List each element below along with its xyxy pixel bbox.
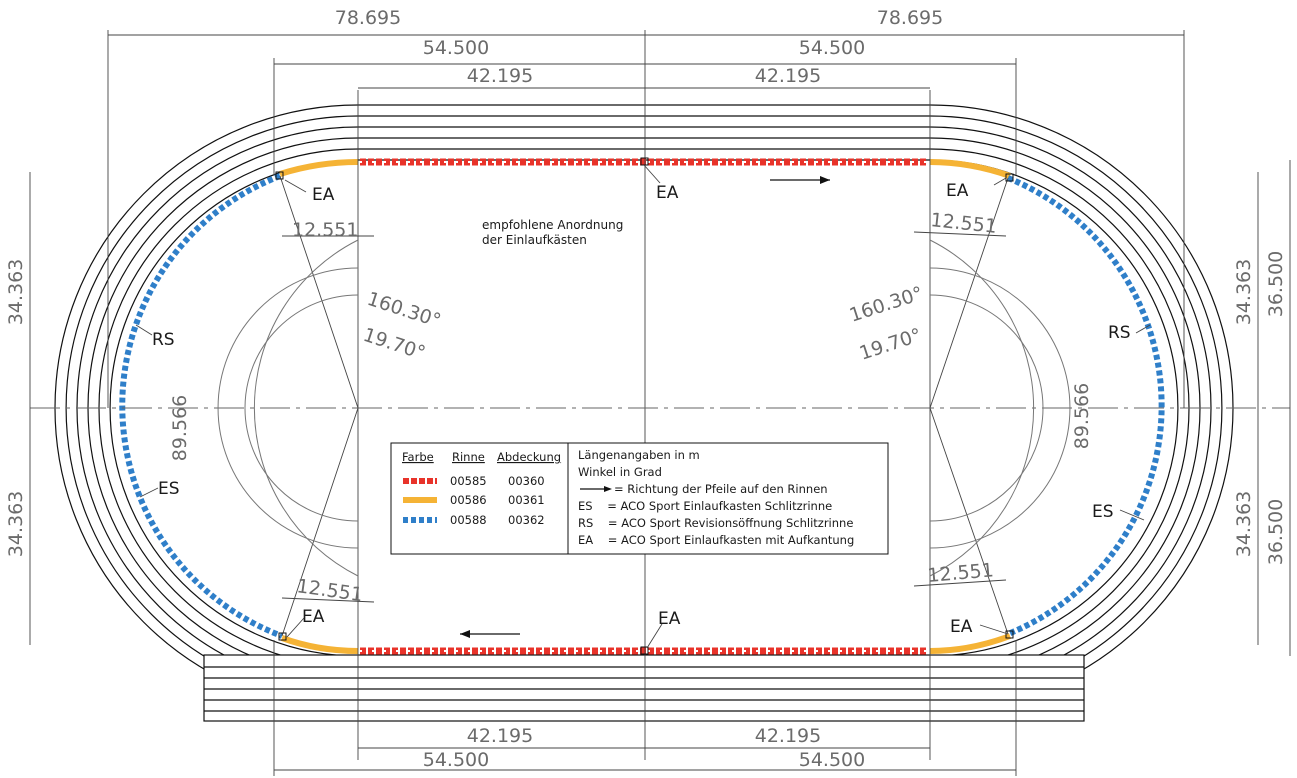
legend-abdeckung-1: 00360: [508, 474, 545, 488]
label-ea-top: EA: [656, 183, 679, 203]
legend-info-arrow: = Richtung der Pfeile auf den Rinnen: [614, 482, 828, 496]
dim-right-lower-36: 36.500: [1265, 499, 1287, 565]
dim-angle-big-left: 160.30°: [364, 288, 443, 332]
dim-left-lower-radius: 34.363: [5, 491, 27, 557]
legend-rinne-3: 00588: [450, 513, 487, 527]
legend-info-angles: Winkel in Grad: [578, 465, 662, 479]
dim-bottom-left-545: 54.500: [423, 749, 489, 771]
legend-abdeckung-3: 00362: [508, 513, 545, 527]
legend: Farbe Rinne Abdeckung 00585 00360 00586 …: [391, 443, 888, 554]
drainage-channels: [122, 162, 1161, 651]
legend-header-rinne: Rinne: [452, 450, 485, 464]
legend-rinne-2: 00586: [450, 493, 487, 507]
dim-bottom-right-545: 54.500: [799, 749, 865, 771]
blue-channel-left: [122, 176, 282, 636]
label-rs-left: RS: [152, 330, 175, 350]
track-lanes: [55, 105, 1233, 721]
label-ea-tl: EA: [312, 185, 335, 205]
legend-info-es: ES = ACO Sport Einlaufkasten Schlitzrinn…: [578, 499, 832, 513]
note-line-1: empfohlene Anordnung: [482, 218, 623, 232]
legend-header-farbe: Farbe: [402, 450, 434, 464]
dim-chord-bl: 12.551: [295, 575, 364, 606]
orange-channel-bl: [282, 638, 358, 651]
label-ea-tr: EA: [946, 181, 969, 201]
dim-top-right-42: 42.195: [755, 65, 821, 87]
dim-bottom-left-42: 42.195: [467, 725, 533, 747]
dim-chord-tl: 12.551: [292, 219, 358, 241]
legend-header-abdeckung: Abdeckung: [497, 450, 561, 464]
dim-right-lower-radius: 34.363: [1233, 491, 1255, 557]
orange-channel-tr: [930, 162, 1010, 176]
dim-left-upper-radius: 34.363: [5, 259, 27, 325]
dim-right-upper-radius: 34.363: [1233, 259, 1255, 325]
legend-info-ea: EA = ACO Sport Einlaufkasten mit Aufkant…: [578, 533, 854, 547]
dim-top-left-78: 78.695: [335, 7, 401, 29]
label-ea-bottom: EA: [658, 609, 681, 629]
note-line-2: der Einlaufkästen: [482, 233, 587, 247]
orange-channel-tl: [280, 162, 358, 174]
dim-chord-br: 12.551: [927, 559, 995, 587]
legend-info-rs: RS = ACO Sport Revisionsöffnung Schlitzr…: [578, 516, 853, 530]
orange-channel-br: [930, 636, 1010, 651]
dim-top-right-78: 78.695: [877, 7, 943, 29]
arrangement-note: empfohlene Anordnung der Einlaufkästen: [482, 218, 623, 247]
dim-angle-big-right: 160.30°: [847, 282, 926, 326]
dim-bottom-right-42: 42.195: [755, 725, 821, 747]
legend-abdeckung-2: 00361: [508, 493, 545, 507]
label-es-left: ES: [158, 479, 180, 499]
dim-angle-small-right: 19.70°: [857, 324, 925, 365]
dim-arc-left: 89.566: [169, 395, 191, 461]
dim-right-upper-36: 36.500: [1265, 251, 1287, 317]
legend-info-units: Längenangaben in m: [578, 448, 700, 462]
dim-top-right-545: 54.500: [799, 37, 865, 59]
legend-rinne-1: 00585: [450, 474, 487, 488]
dim-angle-small-left: 19.70°: [360, 324, 428, 365]
label-ea-bl: EA: [302, 607, 325, 627]
label-es-right: ES: [1092, 502, 1114, 522]
dim-chord-tr: 12.551: [929, 209, 997, 238]
label-ea-br: EA: [950, 617, 973, 637]
label-rs-right: RS: [1108, 323, 1131, 343]
dim-arc-right: 89.566: [1071, 383, 1093, 449]
dim-top-left-545: 54.500: [423, 37, 489, 59]
dim-top-left-42: 42.195: [467, 65, 533, 87]
